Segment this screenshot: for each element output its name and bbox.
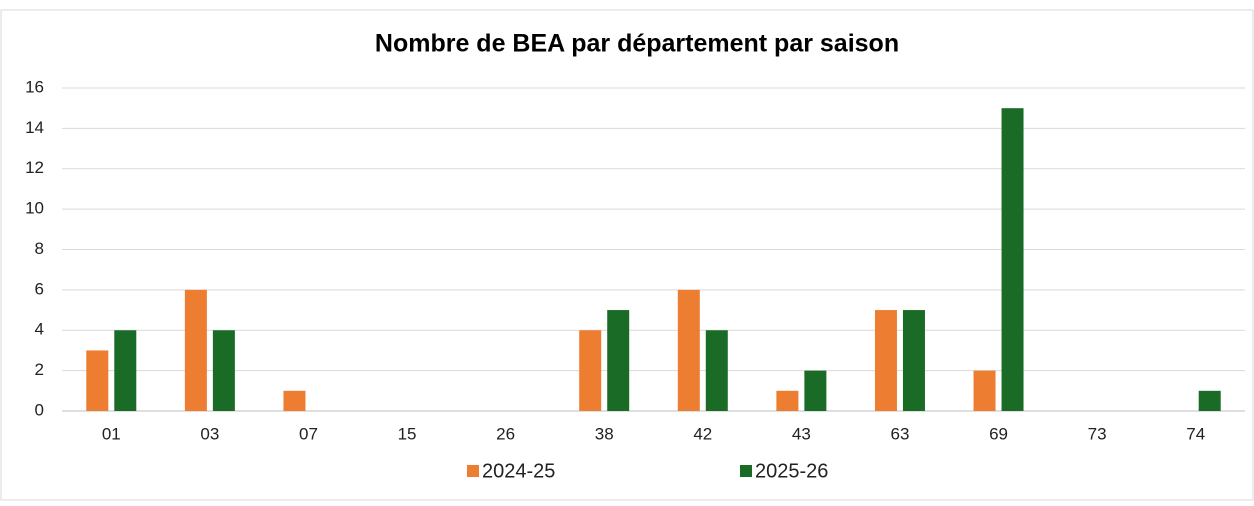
bar xyxy=(1198,390,1221,411)
legend-swatch xyxy=(467,465,479,477)
legend-label: 2024-25 xyxy=(482,460,555,482)
bar xyxy=(579,330,602,411)
legend-swatch xyxy=(740,465,752,477)
chart-border xyxy=(0,9,1254,501)
y-tick-label: 0 xyxy=(35,400,44,419)
chart-title: Nombre de BEA par département par saison xyxy=(375,30,899,58)
x-tick-label: 38 xyxy=(595,424,614,443)
bar xyxy=(1001,108,1024,411)
x-tick-label: 01 xyxy=(102,424,121,443)
bar xyxy=(804,370,827,411)
bar xyxy=(973,370,996,411)
x-tick-label: 74 xyxy=(1186,424,1205,443)
x-tick-label: 69 xyxy=(989,424,1008,443)
x-tick-label: 07 xyxy=(299,424,318,443)
x-tick-label: 42 xyxy=(693,424,712,443)
legend-label: 2025-26 xyxy=(755,460,828,482)
y-tick-label: 10 xyxy=(25,199,44,218)
bar xyxy=(776,390,799,411)
x-tick-label: 15 xyxy=(398,424,417,443)
bar xyxy=(607,310,630,411)
x-tick-label: 03 xyxy=(200,424,219,443)
bar xyxy=(212,330,235,411)
y-tick-label: 16 xyxy=(25,77,44,96)
y-tick-label: 6 xyxy=(35,279,44,298)
y-tick-label: 14 xyxy=(25,118,44,137)
y-tick-label: 8 xyxy=(35,239,44,258)
x-tick-label: 43 xyxy=(792,424,811,443)
y-tick-label: 2 xyxy=(35,360,44,379)
bar xyxy=(705,330,728,411)
x-tick-label: 26 xyxy=(496,424,515,443)
bar xyxy=(902,310,925,411)
x-tick-label: 63 xyxy=(890,424,909,443)
y-tick-label: 4 xyxy=(35,320,44,339)
bar xyxy=(874,310,897,411)
x-tick-label: 73 xyxy=(1088,424,1107,443)
y-tick-label: 12 xyxy=(25,158,44,177)
bar xyxy=(283,390,306,411)
bar xyxy=(184,289,207,411)
bar xyxy=(86,350,109,411)
bar xyxy=(114,330,137,411)
bar xyxy=(677,289,700,411)
